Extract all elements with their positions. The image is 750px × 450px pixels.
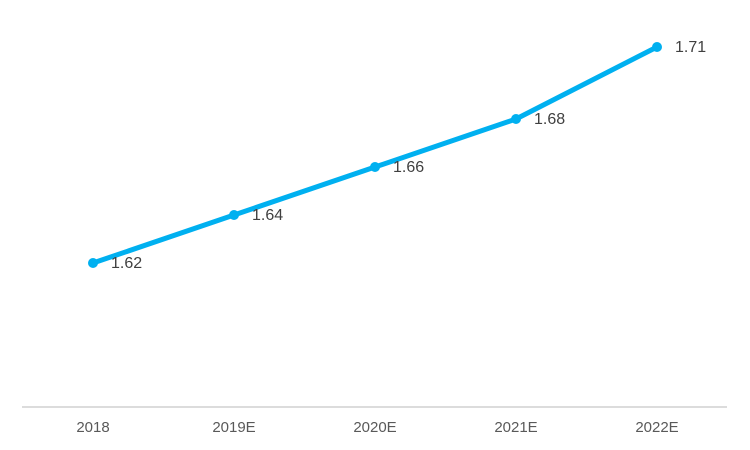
marker <box>511 114 521 124</box>
x-tick-label: 2022E <box>635 419 678 436</box>
x-tick-label: 2021E <box>494 419 537 436</box>
data-label: 1.64 <box>252 207 283 224</box>
marker <box>88 258 98 268</box>
marker <box>370 162 380 172</box>
line <box>92 44 659 266</box>
x-tick-label: 2020E <box>353 419 396 436</box>
marker <box>652 42 662 52</box>
marker <box>229 210 239 220</box>
data-label: 1.66 <box>393 159 424 176</box>
x-tick-label: 2018 <box>76 419 109 436</box>
x-tick-label: 2019E <box>212 419 255 436</box>
data-label: 1.68 <box>534 111 565 128</box>
data-label: 1.62 <box>111 255 142 272</box>
data-label: 1.71 <box>675 39 706 56</box>
